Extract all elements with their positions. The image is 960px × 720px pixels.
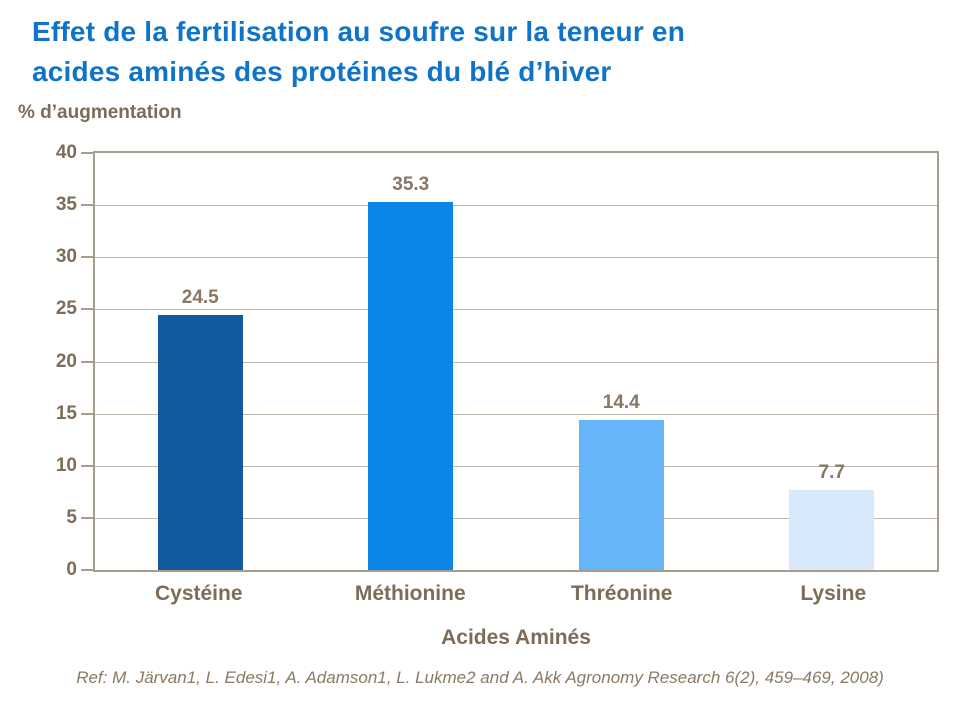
- gridline-y-5: [95, 517, 937, 519]
- y-axis-title: % d’augmentation: [18, 102, 182, 123]
- reference-citation: Ref: M. Järvan1, L. Edesi1, A. Adamson1,…: [76, 668, 884, 687]
- y-tick-label-15: 15: [55, 402, 77, 424]
- bar-lysine: [789, 489, 875, 570]
- y-tick-mark-15: [81, 412, 93, 415]
- y-tick-mark-5: [81, 516, 93, 519]
- gridline-y-20: [95, 361, 937, 363]
- chart-title-line-1: Effet de la fertilisation au soufre sur …: [32, 16, 685, 47]
- bar-méthionine: [368, 202, 454, 570]
- y-tick-label-10: 10: [55, 454, 77, 476]
- plot-area: 0 5 10 15 20 25 30 35 40 24.5 35.3 14.4 7.7: [56, 142, 939, 580]
- bar-thréonine: [578, 419, 664, 570]
- bar-cystéine: [157, 314, 243, 570]
- y-tick-label-35: 35: [55, 194, 77, 216]
- gridline-y-25: [95, 309, 937, 311]
- y-tick-label-0: 0: [66, 559, 77, 580]
- x-axis-title: Acides Aminés: [441, 626, 591, 649]
- y-tick-label-20: 20: [55, 350, 77, 372]
- y-tick-mark-0: [81, 569, 93, 571]
- bar-value-label-thréonine: 14.4: [602, 391, 640, 413]
- y-tick-mark-35: [81, 204, 93, 207]
- gridline-y-15: [95, 413, 937, 415]
- chart-title: Effet de la fertilisation au soufre sur …: [32, 12, 685, 92]
- y-tick-mark-40: [81, 152, 93, 154]
- category-label-cystéine: Cystéine: [154, 582, 243, 605]
- y-tick-label-25: 25: [55, 298, 77, 320]
- y-tick-label-40: 40: [55, 142, 77, 163]
- chart-title-line-2: acides aminés des protéines du blé d’hiv…: [32, 56, 612, 87]
- y-tick-mark-20: [81, 360, 93, 363]
- y-tick-label-5: 5: [66, 506, 77, 528]
- category-label-thréonine: Thréonine: [570, 582, 673, 605]
- category-label-méthionine: Méthionine: [354, 582, 466, 605]
- y-tick-mark-30: [81, 256, 93, 259]
- bar-value-label-lysine: 7.7: [818, 461, 845, 483]
- y-tick-mark-10: [81, 464, 93, 467]
- y-tick-mark-25: [81, 308, 93, 311]
- category-label-lysine: Lysine: [800, 582, 867, 605]
- y-tick-label-30: 30: [55, 246, 77, 268]
- x-axis-category-labels: Cystéine Méthionine Thréonine Lysine: [93, 582, 939, 612]
- bar-value-label-méthionine: 35.3: [392, 173, 430, 195]
- gridline-y-35: [95, 205, 937, 207]
- gridline-y-10: [95, 465, 937, 467]
- bar-value-label-cystéine: 24.5: [181, 286, 219, 308]
- gridline-y-30: [95, 257, 937, 259]
